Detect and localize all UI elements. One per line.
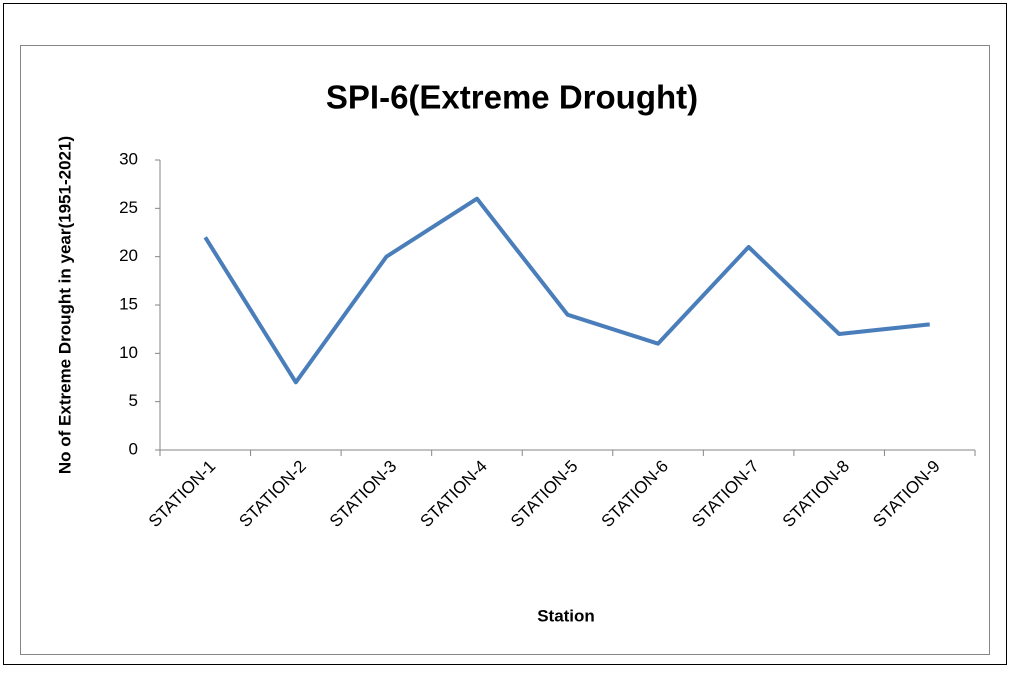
y-tick-label: 15 bbox=[119, 294, 138, 313]
y-axis-label: No of Extreme Drought in year(1951-2021) bbox=[55, 136, 74, 474]
y-tick-label: 30 bbox=[119, 149, 138, 168]
data-line bbox=[203, 196, 930, 385]
y-tick-label: 10 bbox=[119, 343, 138, 362]
y-tick-label: 5 bbox=[129, 391, 138, 410]
y-tick-label: 25 bbox=[119, 198, 138, 217]
chart-frame bbox=[20, 45, 990, 655]
x-axis-label: Station bbox=[537, 606, 595, 625]
chart-title: SPI-6(Extreme Drought) bbox=[326, 79, 698, 116]
y-tick-label: 0 bbox=[129, 439, 138, 458]
y-tick-label: 20 bbox=[119, 246, 138, 265]
